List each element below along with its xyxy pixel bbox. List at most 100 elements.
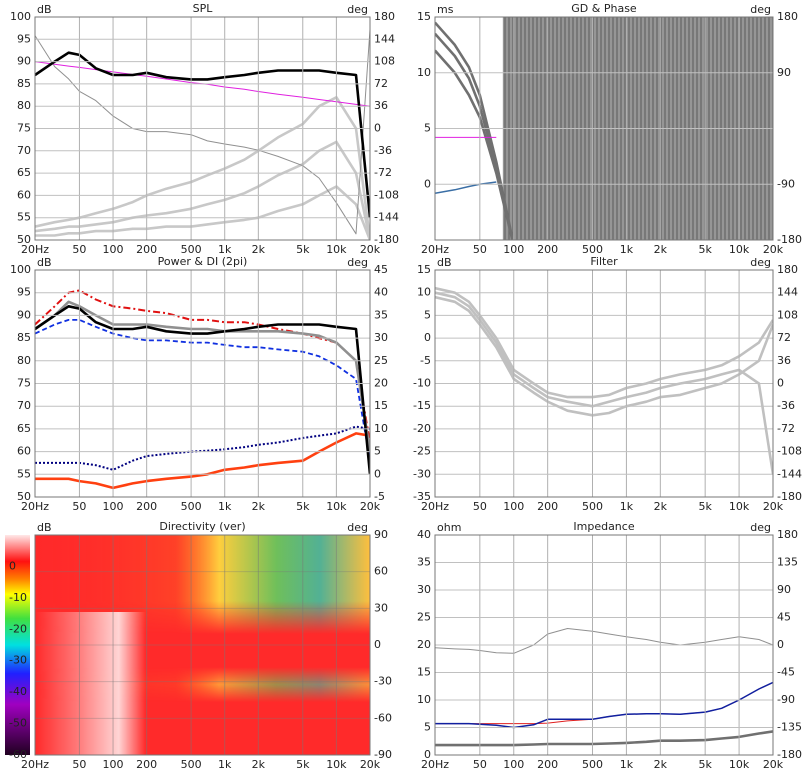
x-tick-label: 20k — [360, 758, 381, 771]
y-tick-label: 95 — [17, 286, 31, 299]
y2-tick-label: 30 — [374, 331, 388, 344]
x-tick-label: 20Hz — [421, 500, 449, 513]
plot-layer — [35, 29, 370, 240]
y2-tick-label: 144 — [777, 286, 798, 299]
y-tick-label: 20 — [417, 638, 431, 651]
x-tick-label: 5k — [296, 243, 310, 256]
y2-tick-label: -45 — [777, 666, 795, 679]
x-tick-label: 1k — [620, 500, 634, 513]
series-line — [35, 432, 370, 490]
x-tick-label: 500 — [582, 243, 603, 256]
y-tick-label: -25 — [413, 445, 431, 458]
y2-tick-label: 180 — [777, 528, 798, 541]
y-tick-label: 25 — [417, 611, 431, 624]
x-tick-label: 10k — [729, 243, 750, 256]
y2-tick-label: -90 — [777, 693, 795, 706]
colorbar-label: -60 — [9, 748, 27, 761]
y-tick-label: 40 — [417, 528, 431, 541]
x-tick-label: 100 — [503, 243, 524, 256]
x-tick-label: 100 — [103, 243, 124, 256]
series-line — [435, 295, 773, 417]
series-line — [435, 286, 773, 399]
x-tick-label: 10k — [326, 243, 347, 256]
y-tick-label: 55 — [17, 211, 31, 224]
y-tick-label: -15 — [413, 399, 431, 412]
x-tick-label: 200 — [537, 243, 558, 256]
plot-layer — [35, 289, 370, 490]
y-tick-label: 60 — [17, 188, 31, 201]
colorbar-label: -50 — [9, 717, 27, 730]
plot-frame — [434, 16, 774, 241]
y2-tick-label: 90 — [777, 66, 791, 79]
y-tick-label: 70 — [17, 144, 31, 157]
x-tick-label: 2k — [252, 500, 266, 513]
y2-tick-label: -180 — [777, 490, 802, 503]
y2-tick-label: 90 — [777, 583, 791, 596]
plot-frame — [434, 269, 774, 498]
y-tick-label: 65 — [17, 422, 31, 435]
y-unit: ohm — [437, 521, 461, 534]
series-line — [435, 681, 773, 729]
x-tick-label: 200 — [537, 500, 558, 513]
series-line — [35, 140, 370, 240]
y2-tick-label: -180 — [777, 748, 802, 761]
x-tick-label: 10k — [326, 500, 347, 513]
y2-tick-label: 0 — [374, 122, 381, 135]
x-tick-label: 2k — [252, 758, 266, 771]
y2-tick-label: 10 — [374, 422, 388, 435]
y-tick-label: 90 — [17, 55, 31, 68]
x-tick-label: 200 — [136, 500, 157, 513]
y-tick-label: 0 — [424, 177, 431, 190]
y-tick-label: 70 — [17, 399, 31, 412]
y2-tick-label: -90 — [777, 177, 795, 190]
y-tick-label: -10 — [413, 377, 431, 390]
heatmap-lf — [35, 612, 370, 755]
x-tick-label: 50 — [473, 500, 487, 513]
y2-tick-label: 180 — [777, 263, 798, 276]
y-tick-label: 0 — [424, 331, 431, 344]
y-tick-label: 95 — [17, 32, 31, 45]
y2-tick-label: 20 — [374, 377, 388, 390]
y2-unit: deg — [347, 3, 368, 16]
x-tick-label: 5k — [698, 243, 712, 256]
y-tick-label: 0 — [424, 748, 431, 761]
series-line — [435, 291, 773, 475]
y-tick-label: 35 — [417, 556, 431, 569]
y-tick-label: 65 — [17, 166, 31, 179]
y2-tick-label: -108 — [777, 445, 802, 458]
y2-tick-label: 36 — [777, 354, 791, 367]
chart-title: SPL — [193, 2, 214, 15]
y2-unit: deg — [347, 256, 368, 269]
series-line — [435, 49, 514, 240]
x-tick-label: 20Hz — [21, 758, 49, 771]
x-tick-label: 5k — [698, 500, 712, 513]
y-tick-label: 85 — [17, 77, 31, 90]
series-line — [435, 181, 497, 194]
colorbar — [5, 535, 30, 755]
y-tick-label: -5 — [420, 354, 431, 367]
y-tick-label: 90 — [17, 308, 31, 321]
y2-unit: deg — [750, 256, 771, 269]
colorbar-label: -10 — [9, 591, 27, 604]
y2-tick-label: -90 — [374, 748, 392, 761]
chart-title: Directivity (ver) — [159, 520, 245, 533]
x-tick-label: 5k — [296, 500, 310, 513]
plot-frame — [34, 16, 371, 241]
x-tick-label: 500 — [582, 758, 603, 771]
y2-tick-label: 5 — [374, 445, 381, 458]
x-tick-label: 50 — [72, 500, 86, 513]
x-tick-label: 20Hz — [421, 758, 449, 771]
y2-tick-label: -135 — [777, 721, 802, 734]
x-tick-label: 20Hz — [421, 243, 449, 256]
y2-tick-label: 72 — [374, 77, 388, 90]
plot-frame — [434, 534, 774, 756]
y2-tick-label: -144 — [374, 211, 399, 224]
plot-layer — [435, 628, 773, 747]
y2-tick-label: 90 — [374, 528, 388, 541]
y-tick-label: 30 — [417, 583, 431, 596]
x-tick-label: 1k — [218, 758, 232, 771]
y2-tick-label: -60 — [374, 711, 392, 724]
series-line — [35, 185, 370, 240]
y-unit: dB — [37, 3, 52, 16]
plot-frame — [34, 534, 371, 756]
